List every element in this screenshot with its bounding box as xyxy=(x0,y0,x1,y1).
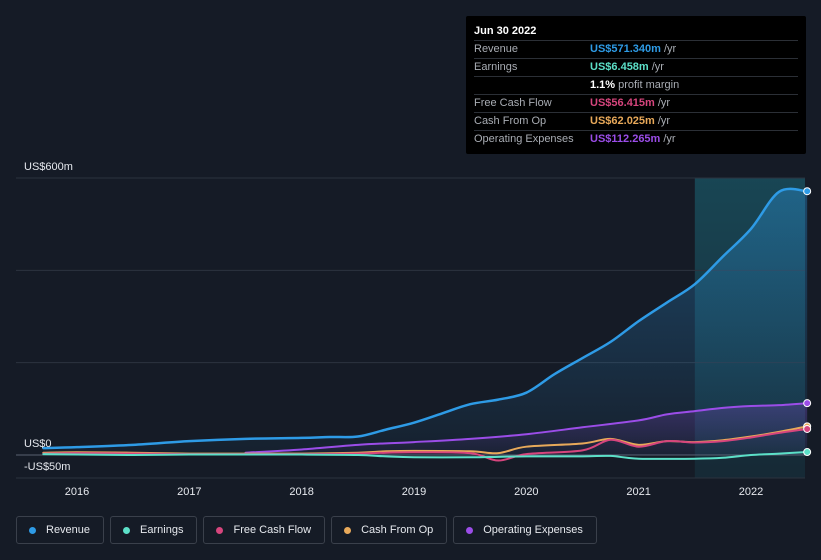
revenue-line[interactable] xyxy=(42,187,809,450)
tooltip-unit: /yr xyxy=(663,133,676,145)
data-tooltip: Jun 30 2022 Revenue US$571.340m /yr Earn… xyxy=(466,16,806,154)
y-axis-label: US$600m xyxy=(24,161,73,173)
tooltip-value: US$62.025m xyxy=(590,115,655,127)
tooltip-value: US$112.265m xyxy=(590,133,661,145)
tooltip-value: 1.1% xyxy=(590,79,616,91)
earnings-end-point xyxy=(803,448,812,457)
tooltip-row-earnings: Earnings US$6.458m /yr xyxy=(474,59,798,77)
x-tick-label: 2020 xyxy=(514,486,538,498)
revenue-area xyxy=(43,188,808,455)
legend-label: Revenue xyxy=(46,524,91,536)
x-tick-label: 2018 xyxy=(289,486,313,498)
x-tick-label: 2016 xyxy=(65,486,89,498)
earnings-line[interactable] xyxy=(42,451,809,460)
tooltip-value: US$6.458m xyxy=(590,61,649,73)
tooltip-label: Operating Expenses xyxy=(474,133,574,145)
x-tick-label: 2017 xyxy=(177,486,201,498)
legend-dot-icon xyxy=(216,526,224,534)
legend-item-earnings[interactable]: Earnings xyxy=(110,516,198,544)
legend-item-free-cash-flow[interactable]: Free Cash Flow xyxy=(203,516,326,544)
tooltip-label: Free Cash Flow xyxy=(474,97,552,109)
x-tick-label: 2021 xyxy=(626,486,650,498)
operating-expenses-end-point xyxy=(803,399,812,408)
tooltip-unit: /yr xyxy=(657,115,671,127)
tooltip-row-operating-expenses: Operating Expenses US$112.265m /yr xyxy=(474,131,798,148)
tooltip-unit: /yr xyxy=(663,43,677,55)
tooltip-label: Cash From Op xyxy=(474,115,547,127)
revenue-end-point xyxy=(803,187,812,196)
tooltip-unit: /yr xyxy=(651,61,664,73)
tooltip-date: Jun 30 2022 xyxy=(474,24,798,41)
legend-label: Free Cash Flow xyxy=(233,524,312,536)
y-axis-labels: US$600m US$0 -US$50m xyxy=(24,161,73,473)
legend-dot-icon xyxy=(123,526,131,534)
legend-item-cash-from-op[interactable]: Cash From Op xyxy=(331,516,448,544)
legend-label: Operating Expenses xyxy=(483,524,583,536)
operating-expenses-line[interactable] xyxy=(244,402,809,454)
x-axis-ticks: 2016 2017 2018 2019 2020 2021 2022 xyxy=(65,486,763,498)
series-end-markers xyxy=(803,187,812,457)
legend-dot-icon xyxy=(29,526,36,534)
tooltip-label xyxy=(474,77,590,94)
series-areas xyxy=(43,188,808,455)
tooltip-unit: /yr xyxy=(657,97,671,109)
tooltip-row-profit-margin: 1.1% profit margin xyxy=(474,77,798,95)
x-tick-label: 2022 xyxy=(739,486,763,498)
legend-item-operating-expenses[interactable]: Operating Expenses xyxy=(453,516,597,544)
tooltip-label: Revenue xyxy=(474,43,519,55)
tooltip-row-revenue: Revenue US$571.340m /yr xyxy=(474,41,798,59)
legend-label: Earnings xyxy=(140,524,184,536)
tooltip-row-free-cash-flow: Free Cash Flow US$56.415m /yr xyxy=(474,95,798,113)
tooltip-value: US$56.415m xyxy=(590,97,655,109)
legend-item-revenue[interactable]: Revenue xyxy=(16,516,105,544)
free-cash-flow-end-point xyxy=(803,424,812,433)
tooltip-value: US$571.340m xyxy=(590,43,661,55)
legend-dot-icon xyxy=(344,526,352,534)
legend: Revenue Earnings Free Cash Flow Cash Fro… xyxy=(16,516,597,544)
y-axis-label: US$0 xyxy=(24,438,52,450)
legend-label: Cash From Op xyxy=(361,524,434,536)
tooltip-unit: profit margin xyxy=(618,79,680,91)
series-lines xyxy=(42,187,809,462)
tooltip-row-cash-from-op: Cash From Op US$62.025m /yr xyxy=(474,113,798,131)
legend-dot-icon xyxy=(466,526,474,534)
x-tick-label: 2019 xyxy=(402,486,426,498)
tooltip-label: Earnings xyxy=(474,61,518,73)
y-axis-label: -US$50m xyxy=(24,461,70,473)
